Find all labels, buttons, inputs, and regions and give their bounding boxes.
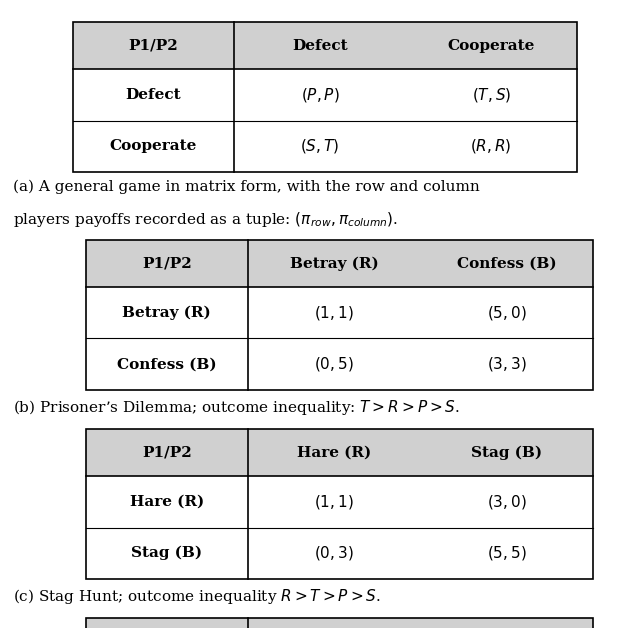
Text: (b) Prisoner’s Dilemma; outcome inequality: $T > R > P > S$.: (b) Prisoner’s Dilemma; outcome inequali…: [13, 398, 460, 416]
Text: $(T, S)$: $(T, S)$: [472, 86, 511, 104]
Text: Stag (B): Stag (B): [131, 546, 202, 560]
Bar: [73, 22, 577, 172]
Text: $(3, 3)$: $(3, 3)$: [487, 355, 526, 373]
Bar: [86, 618, 593, 628]
Text: Cooperate: Cooperate: [110, 139, 197, 153]
Text: $(P, P)$: $(P, P)$: [301, 86, 339, 104]
Text: $(1, 1)$: $(1, 1)$: [314, 304, 354, 322]
Text: Confess (B): Confess (B): [456, 256, 557, 271]
Text: Stag (B): Stag (B): [471, 445, 542, 460]
Text: $(5, 0)$: $(5, 0)$: [487, 304, 526, 322]
Text: $(1, 1)$: $(1, 1)$: [314, 493, 354, 511]
Text: P1/P2: P1/P2: [142, 445, 191, 460]
Text: Hare (R): Hare (R): [297, 445, 372, 460]
Bar: [86, 240, 593, 287]
Text: P1/P2: P1/P2: [142, 256, 191, 271]
Text: Hare (R): Hare (R): [129, 495, 204, 509]
Text: Betray (R): Betray (R): [122, 306, 211, 320]
Bar: [86, 429, 593, 476]
Text: $(S, T)$: $(S, T)$: [301, 138, 340, 155]
Text: players payoffs recorded as a tuple: $(\pi_{row}, \pi_{column})$.: players payoffs recorded as a tuple: $(\…: [13, 210, 398, 229]
Text: Confess (B): Confess (B): [117, 357, 217, 371]
Bar: [73, 22, 577, 69]
Bar: [86, 618, 593, 628]
Text: Cooperate: Cooperate: [448, 38, 535, 53]
Text: $(5, 5)$: $(5, 5)$: [487, 544, 526, 562]
Text: Defect: Defect: [292, 38, 347, 53]
Text: Betray (R): Betray (R): [290, 256, 378, 271]
Text: Defect: Defect: [126, 88, 181, 102]
Text: P1/P2: P1/P2: [129, 38, 178, 53]
Text: $(3, 0)$: $(3, 0)$: [487, 493, 526, 511]
Text: $(R, R)$: $(R, R)$: [470, 138, 512, 155]
Text: (c) Stag Hunt; outcome inequality $R > T > P > S$.: (c) Stag Hunt; outcome inequality $R > T…: [13, 587, 380, 605]
Bar: [86, 429, 593, 579]
Bar: [86, 240, 593, 390]
Text: $(0, 3)$: $(0, 3)$: [314, 544, 354, 562]
Text: $(0, 5)$: $(0, 5)$: [314, 355, 354, 373]
Text: (a) A general game in matrix form, with the row and column: (a) A general game in matrix form, with …: [13, 180, 479, 194]
